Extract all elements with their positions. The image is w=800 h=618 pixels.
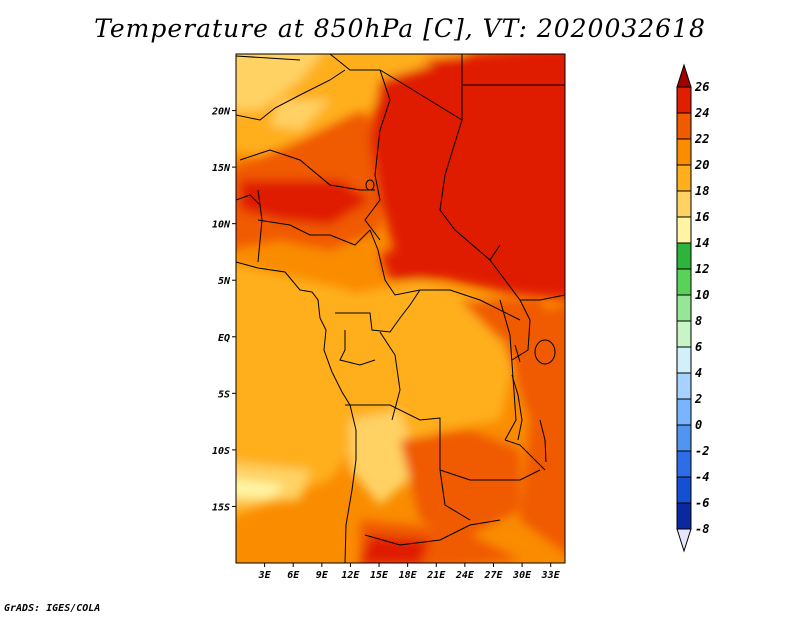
field-congo-basin <box>320 280 515 450</box>
colorbar-label: 8 <box>695 314 702 328</box>
colorbar-segment <box>676 190 692 218</box>
colorbar-label: 2 <box>694 392 702 406</box>
colorbar-segment <box>676 476 692 504</box>
colorbar-segment <box>676 502 692 530</box>
colorbar-segment <box>676 424 692 452</box>
lat-axis: 20N 15N 10N 5N EQ 5S 10S 15S <box>211 107 236 513</box>
lon-tick-label: 24E <box>455 570 475 581</box>
lakes <box>365 179 556 463</box>
colorbar-max-arrow <box>676 63 692 88</box>
lat-tick-label: 5N <box>218 276 231 287</box>
lon-tick-label: 12E <box>341 570 360 581</box>
colorbar-segment <box>676 346 692 374</box>
lon-tick-label: 21E <box>426 570 446 581</box>
lake-malawi <box>539 419 547 463</box>
lat-tick-label: 20N <box>211 107 231 118</box>
country-borders <box>236 54 565 563</box>
colorbar-label: 20 <box>694 158 709 172</box>
colorbar-segment <box>676 294 692 322</box>
lon-tick-label: 33E <box>541 570 561 581</box>
plot-frame <box>235 53 566 564</box>
lon-axis: 3E 6E 9E 12E 15E 18E 21E 24E 27E 30E 33E <box>258 563 561 581</box>
lake-chad <box>365 179 375 191</box>
colorbar-label: 18 <box>695 184 709 198</box>
colorbar-label: 12 <box>695 262 709 276</box>
lon-tick-label: 9E <box>316 570 329 581</box>
field-northeast-hot <box>370 54 565 300</box>
colorbar-label: 6 <box>695 340 702 354</box>
colorbar-label: 0 <box>695 418 702 432</box>
colorbar-label: 26 <box>694 80 709 94</box>
colorbar-label: 16 <box>695 210 709 224</box>
lat-tick-label: 5S <box>218 389 230 400</box>
lon-tick-label: 3E <box>258 570 272 581</box>
colorbar-segment <box>676 216 692 244</box>
lon-tick-label: 27E <box>483 570 503 581</box>
colorbar-label: 14 <box>695 236 709 250</box>
lake-tanganyika <box>511 374 523 441</box>
colorbar-label: -8 <box>695 522 709 536</box>
lake-victoria <box>534 339 556 365</box>
colorbar-segment <box>676 112 692 140</box>
colorbar-segment <box>676 398 692 426</box>
colorbar-segment <box>676 268 692 296</box>
colorbar-label: 10 <box>695 288 709 302</box>
colorbar-segment <box>676 164 692 192</box>
lon-tick-label: 30E <box>512 570 532 581</box>
colorbar-label: -2 <box>695 444 709 458</box>
lon-tick-label: 6E <box>287 570 300 581</box>
temperature-field <box>236 54 565 563</box>
colorbar-segment <box>676 138 692 166</box>
lat-tick-label: 10S <box>212 446 230 457</box>
colorbar-label: 4 <box>695 366 702 380</box>
border-libya-egypt-sudan <box>439 54 540 301</box>
colorbar-label: -4 <box>695 470 709 484</box>
lat-tick-label: EQ <box>218 333 230 344</box>
field-south-hot <box>400 430 520 540</box>
colorbar-min-arrow <box>676 528 692 553</box>
lon-tick-label: 15E <box>370 570 389 581</box>
colorbar-segment <box>676 242 692 270</box>
grads-credit: GrADS: IGES/COLA <box>4 603 101 614</box>
colorbar-segment <box>676 372 692 400</box>
colorbar-segment <box>676 86 692 114</box>
colorbar-segment <box>676 320 692 348</box>
colorbar-segment <box>676 450 692 478</box>
lon-tick-label: 18E <box>399 570 418 581</box>
colorbar-label: 24 <box>694 106 709 120</box>
coastline-west <box>236 261 357 563</box>
lat-tick-label: 15N <box>212 163 231 174</box>
lat-tick-label: 10N <box>212 220 231 231</box>
map-title: Temperature at 850hPa [C], VT: 202003261… <box>94 14 706 43</box>
colorbar-label: -6 <box>695 496 709 510</box>
colorbar-label: 22 <box>694 132 709 146</box>
lat-tick-label: 15S <box>212 502 230 513</box>
